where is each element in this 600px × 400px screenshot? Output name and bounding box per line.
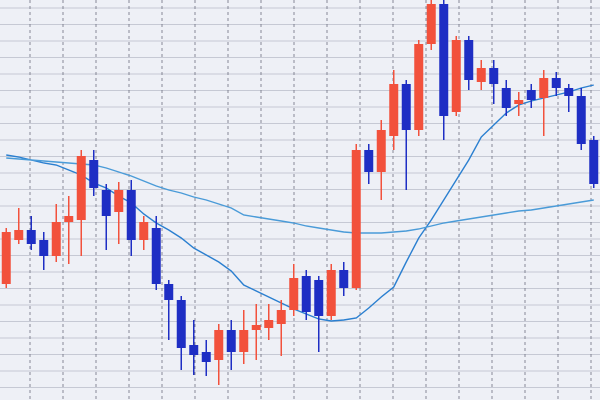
candle-body xyxy=(326,270,336,316)
candle-body xyxy=(489,68,499,84)
candle-body xyxy=(64,216,74,222)
candle-body xyxy=(289,278,299,310)
candle-body xyxy=(176,300,186,348)
candle-body xyxy=(1,232,11,284)
candle-body xyxy=(364,150,374,172)
candle-body xyxy=(414,44,424,130)
candle-body xyxy=(114,190,124,212)
candle-body xyxy=(226,330,236,352)
candle-body xyxy=(464,40,474,80)
candle-body xyxy=(376,130,386,172)
candle-body xyxy=(51,222,61,256)
candle-body xyxy=(89,160,99,188)
candle-body xyxy=(14,230,24,240)
candle-body xyxy=(139,222,149,240)
moving-average-line xyxy=(6,157,594,234)
candle-body xyxy=(439,4,449,116)
candle-body xyxy=(276,310,286,324)
candle-body xyxy=(164,284,174,300)
moving-average-line xyxy=(6,84,594,322)
candle-body xyxy=(451,40,461,112)
candle-body xyxy=(39,240,49,256)
candle-body xyxy=(351,150,361,288)
candle-body xyxy=(426,4,436,44)
candle-body xyxy=(589,140,599,184)
candle-body xyxy=(501,88,511,108)
candle-body xyxy=(389,84,399,136)
candle-body xyxy=(401,84,411,130)
candle-body xyxy=(239,330,249,352)
candle-body xyxy=(251,325,261,330)
candle-body xyxy=(264,320,274,328)
candle-body xyxy=(314,280,324,316)
candle-body xyxy=(576,96,586,144)
candle-body xyxy=(339,270,349,288)
candle-body xyxy=(301,276,311,312)
candle-body xyxy=(151,228,161,284)
candle-body xyxy=(76,156,86,220)
candle-body xyxy=(564,88,574,96)
candle-body xyxy=(514,100,524,104)
candle-body xyxy=(539,78,549,98)
candle-body xyxy=(101,190,111,216)
candle-body xyxy=(551,78,561,88)
candle-body xyxy=(476,68,486,82)
candle-body xyxy=(526,90,536,100)
candle-body xyxy=(126,190,136,240)
candle-body xyxy=(26,230,36,244)
candle-body xyxy=(201,352,211,362)
candle-body xyxy=(214,330,224,360)
candle-body xyxy=(189,345,199,355)
